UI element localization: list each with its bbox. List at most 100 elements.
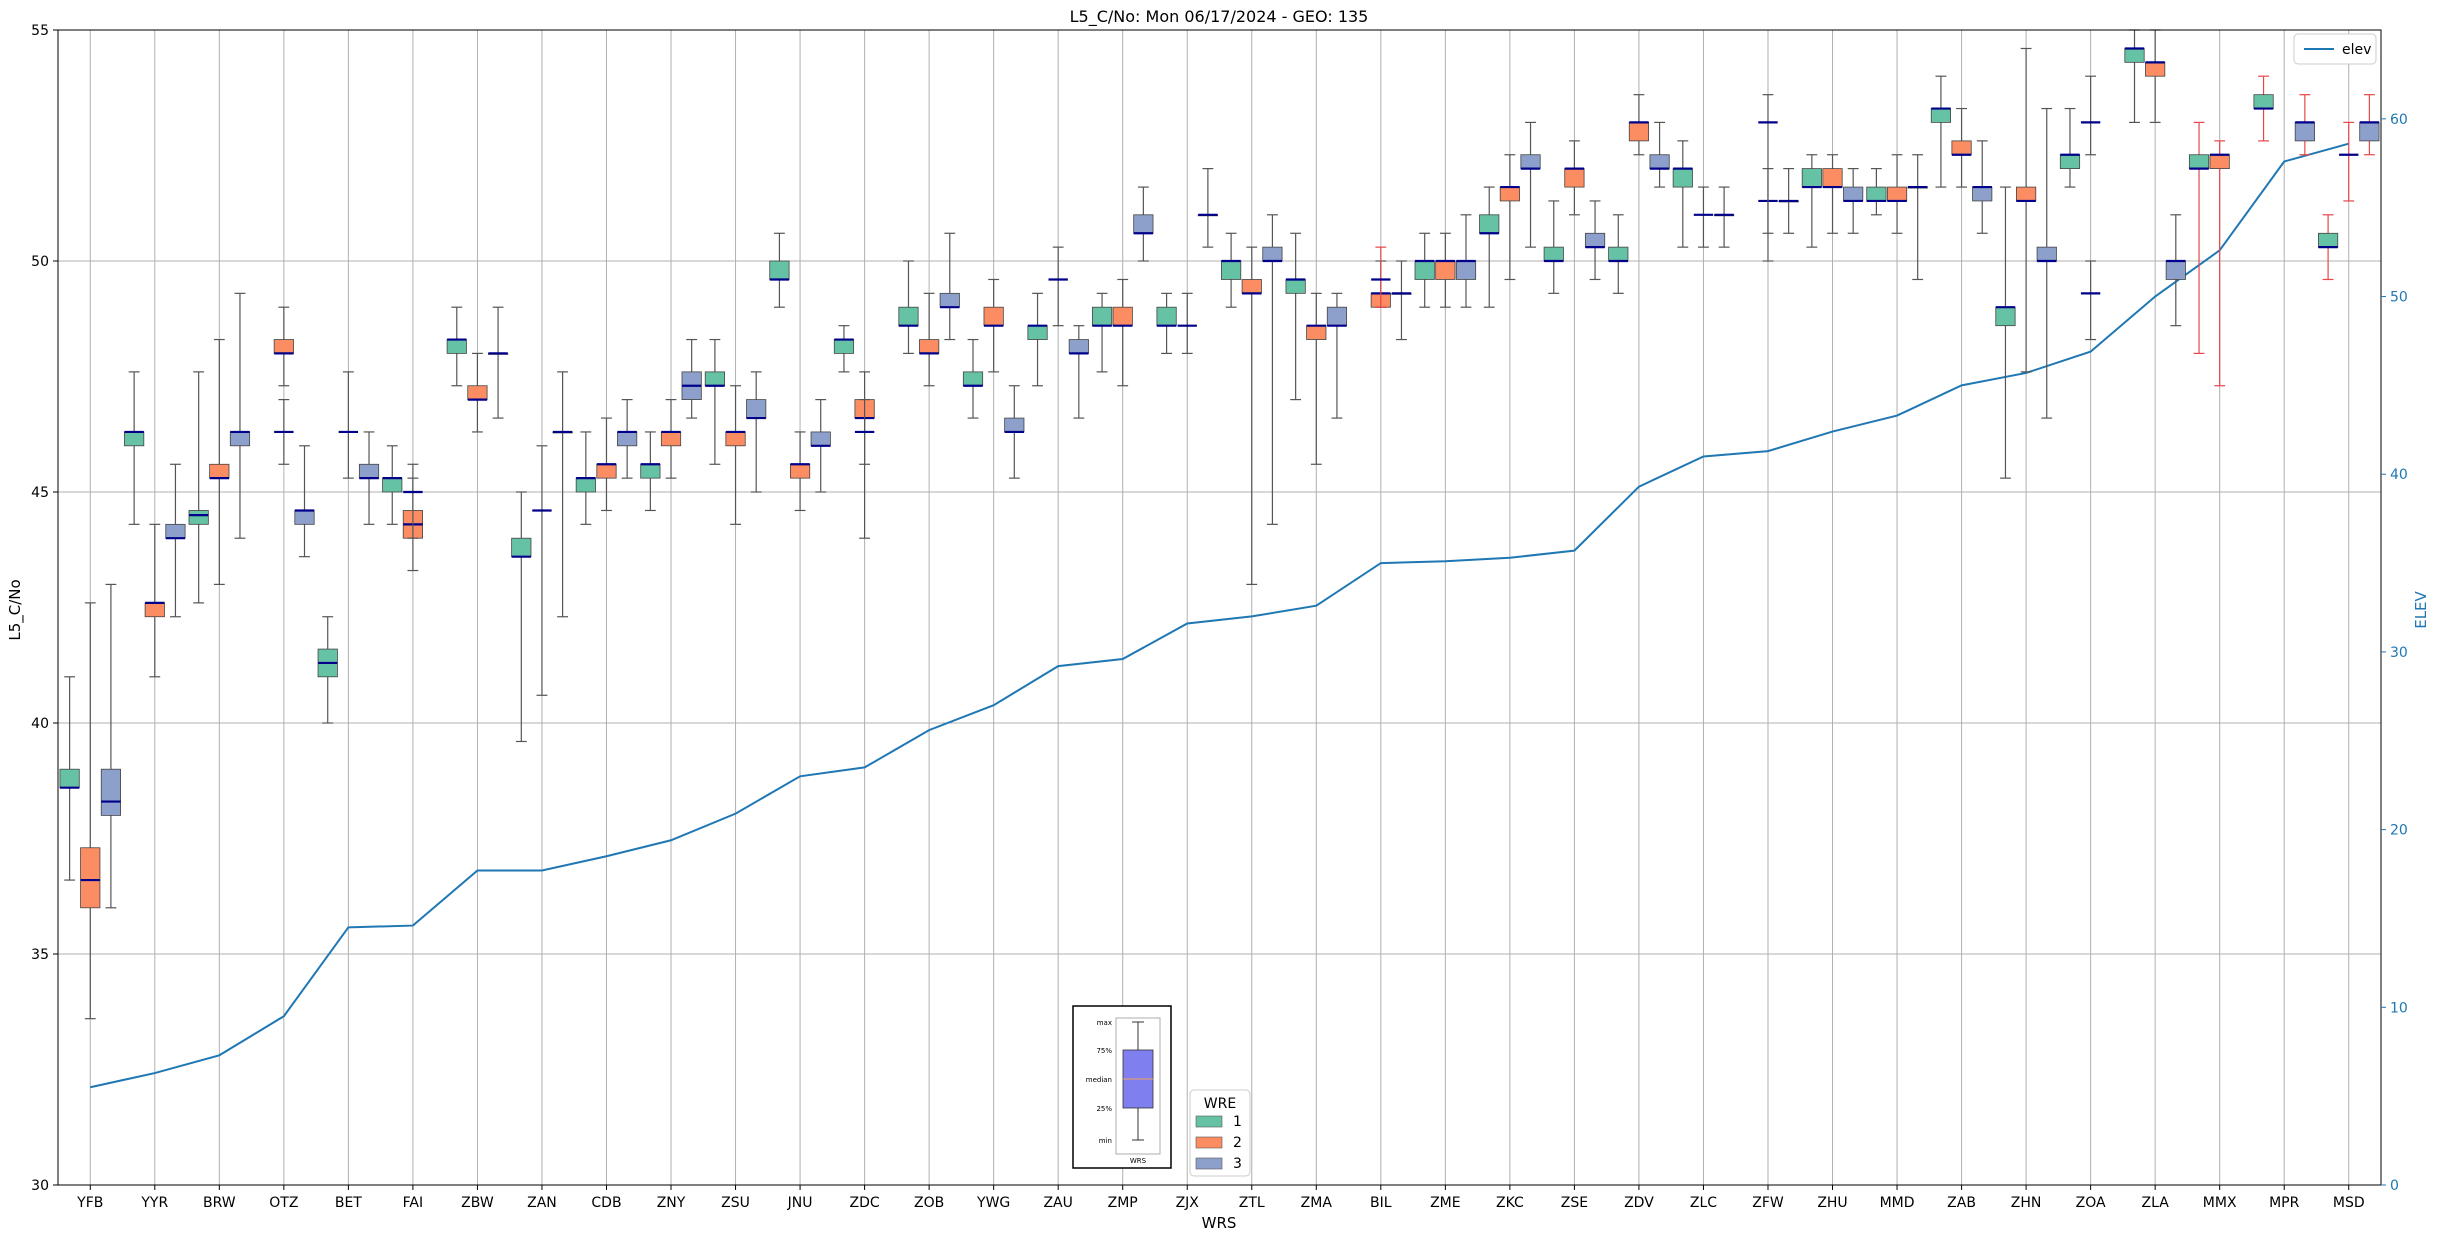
box-glyph bbox=[1285, 232, 1306, 401]
key-label-max: max bbox=[1097, 1019, 1112, 1027]
box-glyph bbox=[1479, 186, 1500, 308]
wre-legend-label-2: 2 bbox=[1233, 1135, 1242, 1151]
y2-tick-label: 40 bbox=[2390, 467, 2408, 483]
box-iqr bbox=[2124, 48, 2145, 63]
y2-axis-label: ELEV bbox=[2412, 590, 2430, 628]
box-iqr bbox=[2059, 154, 2081, 170]
x-tick-label: YYR bbox=[140, 1195, 168, 1211]
box-iqr bbox=[1306, 325, 1327, 340]
box-glyph bbox=[1564, 140, 1585, 216]
key-label-q3: 75% bbox=[1096, 1047, 1112, 1055]
box-glyph bbox=[358, 431, 380, 525]
box-iqr bbox=[789, 463, 811, 479]
chart-title: L5_C/No: Mon 06/17/2024 - GEO: 135 bbox=[1070, 7, 1369, 27]
box-iqr bbox=[617, 431, 638, 447]
box-glyph bbox=[552, 371, 573, 618]
box-iqr bbox=[2036, 246, 2057, 262]
box-iqr bbox=[640, 463, 661, 479]
x-axis-label: WRS bbox=[1202, 1214, 1237, 1232]
box-iqr bbox=[983, 306, 1004, 327]
box-iqr bbox=[1801, 168, 1822, 188]
x-tick-label: MPR bbox=[2269, 1195, 2300, 1211]
box-glyph bbox=[1843, 168, 1864, 234]
box-iqr bbox=[2209, 154, 2230, 170]
box-glyph bbox=[467, 352, 488, 433]
box-glyph bbox=[1177, 292, 1197, 354]
box-glyph bbox=[1930, 75, 1951, 188]
box-glyph bbox=[229, 292, 251, 539]
box-glyph bbox=[983, 278, 1004, 373]
box-glyph bbox=[511, 491, 532, 743]
box-glyph bbox=[1326, 292, 1348, 419]
box-glyph bbox=[317, 616, 338, 724]
box-iqr bbox=[1866, 186, 1887, 202]
box-iqr bbox=[2359, 122, 2380, 142]
box-glyph bbox=[1693, 186, 1714, 248]
box-glyph bbox=[1608, 214, 1629, 294]
x-tick-label: BIL bbox=[1370, 1195, 1392, 1211]
box-iqr bbox=[2318, 232, 2339, 248]
box-iqr bbox=[725, 431, 746, 447]
box-glyph bbox=[1241, 246, 1262, 586]
y2-tick-label: 0 bbox=[2390, 1178, 2399, 1194]
x-tick-label: ZOA bbox=[2076, 1195, 2106, 1211]
box-glyph bbox=[1371, 246, 1391, 308]
box-iqr bbox=[1672, 168, 1693, 188]
box-glyph bbox=[1672, 140, 1693, 248]
wre-legend-label-3: 3 bbox=[1233, 1156, 1242, 1172]
box-glyph bbox=[2080, 260, 2101, 341]
x-tick-label: ZME bbox=[1430, 1195, 1461, 1211]
box-glyph bbox=[1156, 292, 1177, 354]
x-tick-label: ZBW bbox=[461, 1195, 494, 1211]
box-glyph bbox=[1520, 121, 1541, 248]
x-tick-label: ZAB bbox=[1947, 1195, 1976, 1211]
box-iqr bbox=[2253, 94, 2274, 109]
box-glyph bbox=[1801, 154, 1822, 248]
x-tick-label: ZJX bbox=[1176, 1195, 1200, 1211]
box-glyph bbox=[1027, 292, 1048, 387]
y2-tick-label: 50 bbox=[2390, 290, 2408, 306]
box-glyph bbox=[2294, 94, 2315, 156]
box-glyph bbox=[746, 371, 767, 493]
box-iqr bbox=[446, 339, 467, 354]
box-glyph bbox=[2253, 75, 2274, 142]
box-iqr bbox=[165, 523, 186, 539]
box-iqr bbox=[1133, 214, 1154, 234]
box-glyph bbox=[1886, 154, 1908, 234]
box-glyph bbox=[575, 431, 596, 525]
box-iqr bbox=[358, 463, 380, 479]
box-iqr bbox=[1995, 306, 2016, 327]
box-iqr bbox=[704, 371, 725, 387]
box-glyph bbox=[769, 232, 790, 308]
x-tick-label: ZTL bbox=[1239, 1195, 1265, 1211]
box-iqr bbox=[1951, 140, 1972, 156]
box-glyph bbox=[833, 325, 855, 373]
box-iqr bbox=[898, 306, 919, 327]
box-iqr bbox=[1027, 325, 1048, 340]
box-layer bbox=[59, 29, 2380, 1020]
box-iqr bbox=[1112, 306, 1133, 327]
box-iqr bbox=[1843, 186, 1864, 202]
box-glyph bbox=[1414, 232, 1435, 308]
box-glyph bbox=[188, 371, 209, 604]
box-glyph bbox=[1262, 214, 1283, 525]
x-tick-label: ZDC bbox=[850, 1195, 880, 1211]
key-xlabel: WRS bbox=[1130, 1157, 1147, 1165]
elev-layer bbox=[90, 142, 2350, 1089]
wre-legend-label-1: 1 bbox=[1233, 1114, 1242, 1130]
box-iqr bbox=[2145, 61, 2166, 77]
box-glyph bbox=[939, 232, 960, 341]
y-tick-label: 45 bbox=[31, 485, 49, 501]
x-tick-label: YFB bbox=[76, 1195, 103, 1211]
box-iqr bbox=[2165, 260, 2186, 280]
box-iqr bbox=[810, 431, 831, 447]
box-glyph bbox=[532, 445, 552, 696]
box-glyph bbox=[898, 260, 919, 354]
x-tick-label: BET bbox=[335, 1195, 362, 1211]
x-tick-label: FAI bbox=[403, 1195, 423, 1211]
box-iqr bbox=[467, 385, 488, 400]
box-iqr bbox=[100, 768, 121, 816]
box-glyph bbox=[446, 306, 467, 387]
box-glyph bbox=[2080, 75, 2101, 156]
box-glyph bbox=[59, 676, 80, 881]
